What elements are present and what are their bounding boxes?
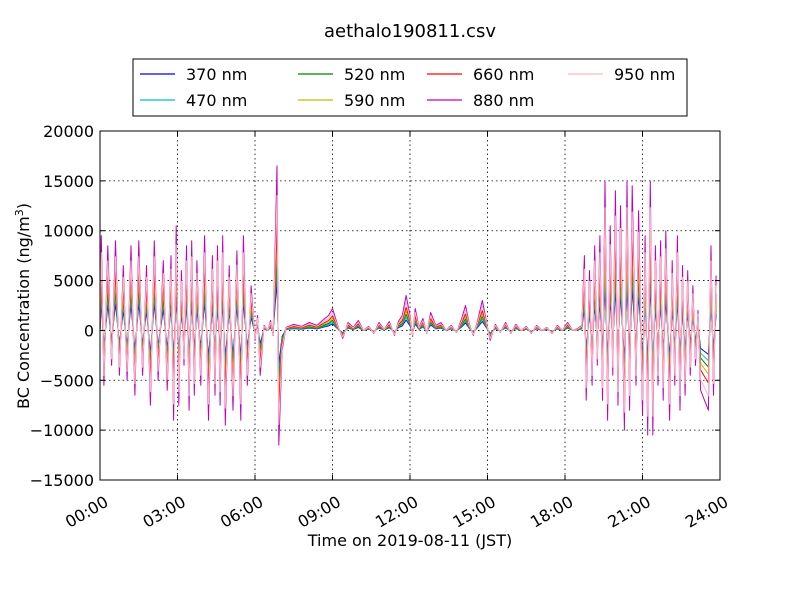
y-tick-label: 5000	[53, 272, 94, 291]
x-tick-label: 06:00	[217, 492, 266, 532]
x-tick-label: 09:00	[294, 492, 343, 532]
x-tick-label: 24:00	[682, 492, 731, 532]
y-tick-labels: −15000 −10000 −5000 0 5000 10000 15000 20000	[30, 122, 94, 490]
legend-box	[132, 58, 688, 117]
legend-item: 880 nm	[427, 91, 534, 110]
series-line-950-nm	[99, 195, 717, 425]
legend-label: 370 nm	[186, 65, 247, 84]
ticks	[99, 130, 721, 481]
x-tick-label: 03:00	[139, 492, 188, 532]
x-axis-label: Time on 2019-08-11 (JST)	[307, 531, 512, 550]
legend-item: 520 nm	[298, 65, 405, 84]
legend-item: 590 nm	[298, 91, 405, 110]
y-tick-label: −5000	[40, 371, 94, 390]
y-tick-label: 10000	[43, 222, 94, 241]
legend-label: 660 nm	[473, 65, 534, 84]
x-tick-label: 21:00	[604, 492, 653, 532]
legend-label: 590 nm	[344, 91, 405, 110]
y-axis-label-suffix: )	[14, 203, 33, 209]
legend-item: 470 nm	[140, 91, 247, 110]
y-tick-label: 20000	[43, 122, 94, 141]
y-tick-label: −10000	[30, 421, 94, 440]
x-tick-label: 18:00	[527, 492, 576, 532]
legend: 370 nm 470 nm 520 nm 590 nm 660 nm 880 nm 950 …	[132, 58, 688, 117]
y-axis-label-superscript: 3	[13, 209, 26, 216]
y-axis-label-main: BC Concentration (ng/m	[14, 216, 33, 409]
chart-title: aethalo190811.csv	[324, 21, 496, 42]
legend-label: 520 nm	[344, 65, 405, 84]
y-tick-label: −15000	[30, 471, 94, 490]
x-tick-label: 15:00	[449, 492, 498, 532]
legend-label: 950 nm	[614, 65, 675, 84]
y-tick-label: 15000	[43, 172, 94, 191]
legend-label: 470 nm	[186, 91, 247, 110]
x-tick-label: 00:00	[62, 492, 111, 532]
y-tick-label: 0	[84, 321, 94, 340]
x-tick-label: 12:00	[372, 492, 421, 532]
legend-item: 660 nm	[427, 65, 534, 84]
legend-item: 370 nm	[140, 65, 247, 84]
series-lines	[99, 165, 717, 446]
x-tick-labels: 00:00 03:00 06:00 09:00 12:00 15:00 18:00 21:00…	[62, 492, 731, 532]
legend-label: 880 nm	[473, 91, 534, 110]
legend-item: 950 nm	[568, 65, 675, 84]
y-axis-label: BC Concentration (ng/m3)	[13, 203, 33, 409]
